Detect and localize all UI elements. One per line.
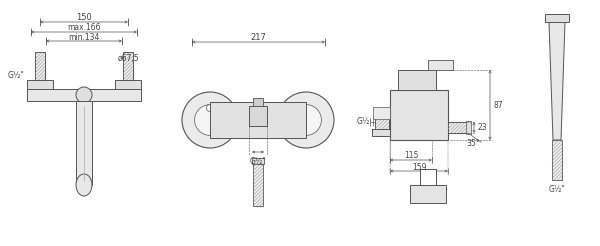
Bar xyxy=(448,122,468,133)
Bar xyxy=(552,140,562,180)
Bar xyxy=(372,129,392,136)
Bar xyxy=(390,90,448,140)
Text: G½": G½" xyxy=(548,185,565,195)
Text: 115: 115 xyxy=(404,152,418,160)
Bar xyxy=(252,158,264,164)
Text: ø67,5: ø67,5 xyxy=(118,53,140,62)
Text: 35°: 35° xyxy=(466,139,479,149)
Text: 217: 217 xyxy=(251,33,266,43)
Polygon shape xyxy=(549,22,565,140)
Text: 150: 150 xyxy=(76,14,92,22)
Bar xyxy=(27,80,53,89)
Bar xyxy=(253,98,263,106)
Bar xyxy=(253,164,263,206)
Text: 159: 159 xyxy=(412,163,426,171)
Circle shape xyxy=(194,105,226,135)
Bar xyxy=(76,101,92,185)
Bar xyxy=(115,80,141,89)
Bar xyxy=(249,106,267,126)
Bar xyxy=(35,52,45,80)
Text: min.134: min.134 xyxy=(68,32,100,42)
Bar xyxy=(428,60,453,70)
Bar xyxy=(398,70,436,90)
Circle shape xyxy=(278,92,334,148)
Text: G½: G½ xyxy=(357,118,370,126)
Ellipse shape xyxy=(76,174,92,196)
Bar xyxy=(210,102,306,138)
Bar xyxy=(410,185,446,203)
Circle shape xyxy=(290,105,322,135)
Circle shape xyxy=(76,87,92,103)
Circle shape xyxy=(206,105,214,111)
Bar xyxy=(420,169,436,185)
Text: 23: 23 xyxy=(478,123,488,132)
Bar xyxy=(27,89,141,101)
Bar xyxy=(123,52,133,80)
Bar xyxy=(466,121,471,134)
Circle shape xyxy=(182,92,238,148)
Bar xyxy=(375,115,389,129)
Text: G½": G½" xyxy=(250,157,266,167)
Bar xyxy=(373,107,390,119)
Text: G½": G½" xyxy=(8,72,25,80)
Text: 87: 87 xyxy=(494,101,503,109)
Text: max.166: max.166 xyxy=(67,24,101,32)
Bar xyxy=(545,14,569,22)
